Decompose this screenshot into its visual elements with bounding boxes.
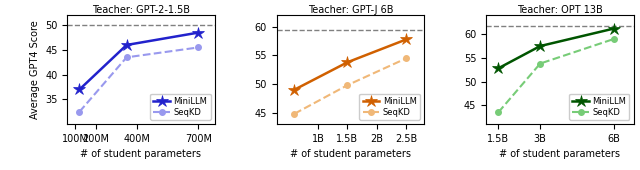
Title: Teacher: OPT 13B: Teacher: OPT 13B	[517, 5, 603, 14]
MiniLLM	[195, 32, 202, 34]
SeqKD	[495, 111, 502, 113]
X-axis label: # of student parameters: # of student parameters	[499, 149, 620, 159]
Line: MiniLLM: MiniLLM	[492, 22, 620, 74]
X-axis label: # of student parameters: # of student parameters	[290, 149, 411, 159]
SeqKD	[76, 111, 83, 113]
SeqKD	[610, 38, 618, 40]
Legend: MiniLLM, SeqKD: MiniLLM, SeqKD	[569, 94, 629, 120]
Legend: MiniLLM, SeqKD: MiniLLM, SeqKD	[150, 94, 211, 120]
Y-axis label: Average GPT4 Score: Average GPT4 Score	[29, 20, 40, 119]
MiniLLM	[495, 67, 502, 69]
MiniLLM	[536, 45, 544, 47]
SeqKD	[403, 57, 410, 59]
Line: SeqKD: SeqKD	[495, 36, 617, 115]
Line: SeqKD: SeqKD	[292, 55, 409, 117]
MiniLLM	[344, 61, 351, 63]
X-axis label: # of student parameters: # of student parameters	[81, 149, 202, 159]
Line: SeqKD: SeqKD	[77, 45, 201, 115]
MiniLLM	[610, 28, 618, 30]
Line: MiniLLM: MiniLLM	[73, 26, 205, 96]
Title: Teacher: GPT-2-1.5B: Teacher: GPT-2-1.5B	[92, 5, 190, 14]
MiniLLM	[291, 89, 298, 91]
SeqKD	[195, 46, 202, 48]
MiniLLM	[403, 38, 410, 40]
SeqKD	[536, 63, 544, 65]
MiniLLM	[76, 88, 83, 90]
MiniLLM	[123, 44, 131, 46]
Legend: MiniLLM, SeqKD: MiniLLM, SeqKD	[360, 94, 420, 120]
SeqKD	[344, 84, 351, 86]
Line: MiniLLM: MiniLLM	[288, 33, 413, 96]
Title: Teacher: GPT-J 6B: Teacher: GPT-J 6B	[308, 5, 393, 14]
SeqKD	[123, 56, 131, 58]
SeqKD	[291, 113, 298, 115]
